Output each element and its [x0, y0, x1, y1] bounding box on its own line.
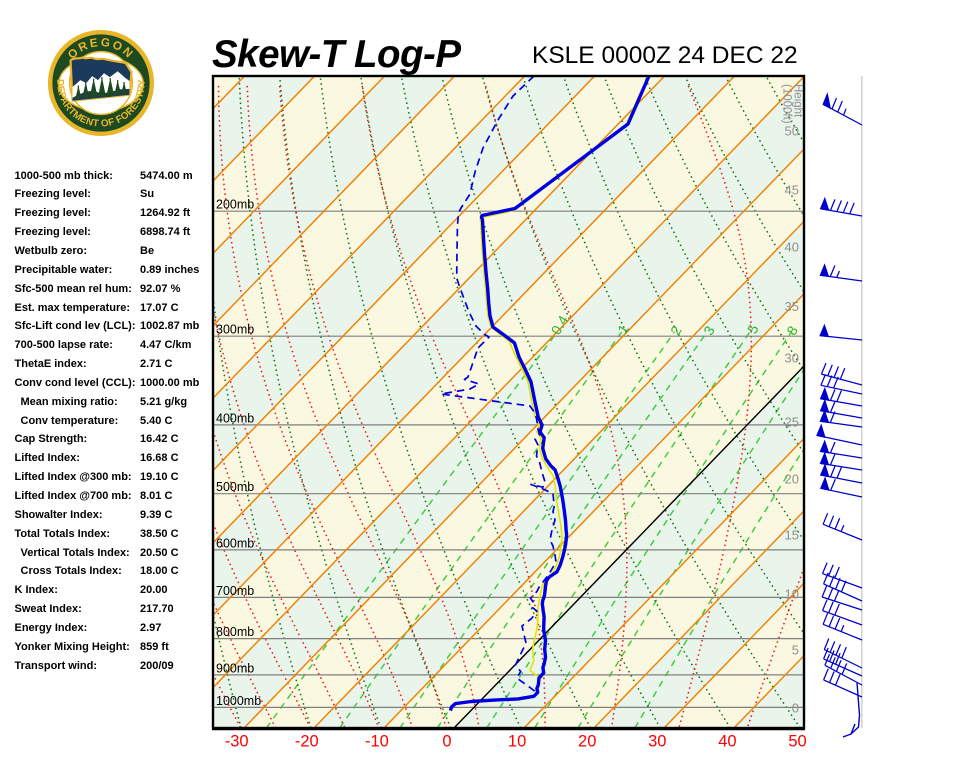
svg-text:25: 25: [785, 415, 799, 430]
svg-text:50: 50: [788, 733, 806, 751]
svg-text:45: 45: [785, 183, 799, 198]
svg-text:10: 10: [785, 587, 799, 602]
svg-text:200mb: 200mb: [216, 198, 254, 212]
svg-text:30: 30: [648, 733, 666, 751]
svg-text:1000mb: 1000mb: [216, 694, 261, 708]
svg-text:15: 15: [785, 528, 799, 543]
svg-text:(1000ft): (1000ft): [781, 84, 793, 124]
svg-text:0: 0: [442, 733, 451, 751]
svg-text:35: 35: [785, 299, 799, 314]
svg-text:900mb: 900mb: [216, 661, 254, 675]
svg-text:800mb: 800mb: [216, 625, 254, 639]
svg-text:0: 0: [792, 701, 799, 716]
svg-text:500mb: 500mb: [216, 480, 254, 494]
svg-text:10: 10: [508, 733, 526, 751]
svg-text:300mb: 300mb: [216, 323, 254, 337]
svg-text:20: 20: [578, 733, 596, 751]
svg-text:40: 40: [718, 733, 736, 751]
svg-text:40: 40: [785, 240, 799, 255]
svg-text:-20: -20: [295, 733, 319, 751]
svg-text:600mb: 600mb: [216, 536, 254, 550]
svg-text:20: 20: [785, 472, 799, 487]
svg-text:5: 5: [792, 643, 799, 658]
svg-text:Height: Height: [792, 84, 804, 118]
svg-text:-30: -30: [225, 733, 249, 751]
svg-text:700mb: 700mb: [216, 584, 254, 598]
svg-text:50: 50: [785, 124, 799, 139]
svg-text:30: 30: [785, 351, 799, 366]
svg-text:-10: -10: [365, 733, 389, 751]
svg-text:400mb: 400mb: [216, 411, 254, 425]
